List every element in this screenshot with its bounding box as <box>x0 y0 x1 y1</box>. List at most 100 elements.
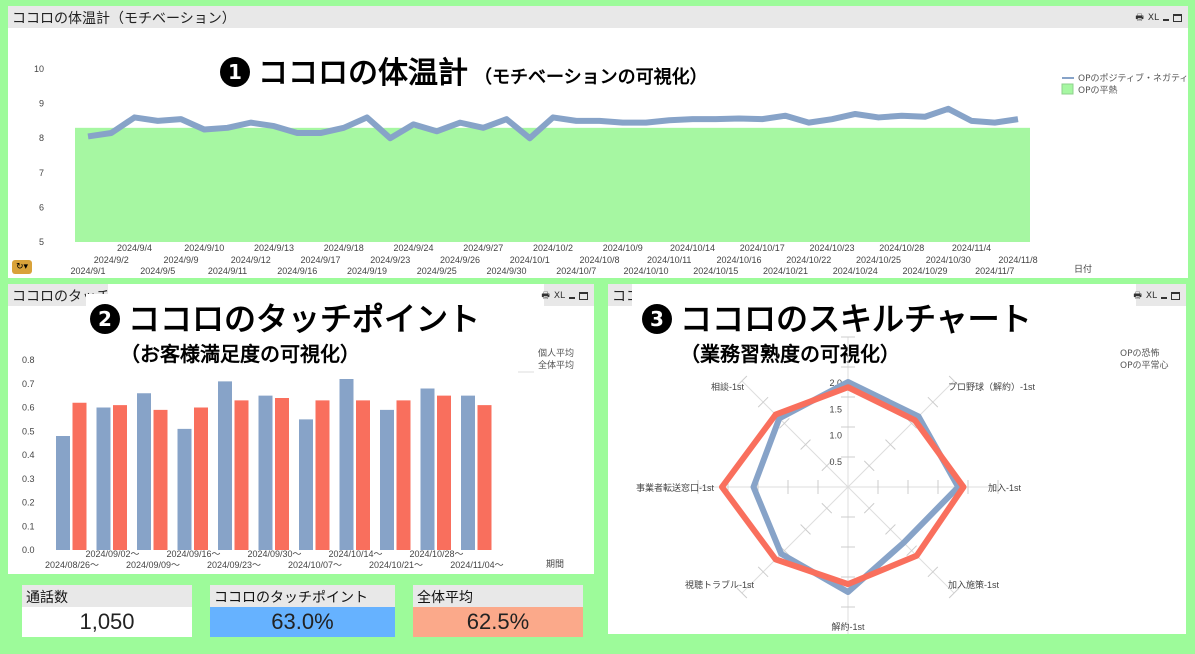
x-tick: 2024/9/17 <box>300 255 340 265</box>
legend-label: OPの平常心 <box>1120 359 1169 371</box>
radar-tick <box>779 418 790 429</box>
radar-tick <box>863 502 875 514</box>
motivation-panel: ココロの体温計（モチベーション） 🖶 XL 1 ココロの体温計 （モチベーションの可… <box>8 6 1188 278</box>
panel-title: ココロの体温計（モチベーション） <box>12 11 236 27</box>
kpi-label: 全体平均 <box>413 585 583 607</box>
radar-series <box>719 384 967 588</box>
y-tick: 7 <box>39 168 44 178</box>
legend-label: 全体平均 <box>538 359 574 371</box>
minimize-icon[interactable] <box>569 297 575 299</box>
x-axis-title: 日付 <box>1074 264 1092 274</box>
x-tick: 2024/10/25 <box>856 255 901 265</box>
x-tick: 2024/10/16 <box>716 255 761 265</box>
x-tick: 2024/10/8 <box>579 255 619 265</box>
x-tick: 2024/9/1 <box>70 266 105 276</box>
x-tick: 2024/10/7 <box>556 266 596 276</box>
x-tick: 2024/10/10 <box>623 266 668 276</box>
print-icon[interactable]: 🖶 <box>541 291 550 301</box>
panel-tools-bg <box>1136 284 1186 306</box>
x-tick: 2024/9/13 <box>254 243 294 253</box>
radar-axis <box>847 486 955 594</box>
x-tick: 2024/10/30 <box>926 255 971 265</box>
minimize-icon[interactable] <box>1161 297 1167 299</box>
x-tick: 2024/9/5 <box>140 266 175 276</box>
x-tick: 2024/9/4 <box>117 243 152 253</box>
bar <box>113 405 127 550</box>
bar <box>258 395 273 550</box>
maximize-icon[interactable] <box>1173 14 1182 22</box>
radar-tick <box>757 396 769 408</box>
x-tick: 2024/10/15 <box>693 266 738 276</box>
minimize-icon[interactable] <box>1163 19 1169 21</box>
panel-header: ココロのスキルチャート <box>608 284 632 306</box>
x-tick: 2024/10/17 <box>740 243 785 253</box>
legend-label: OPの恐怖 <box>1120 347 1160 359</box>
kpi-label: 通話数 <box>22 585 192 607</box>
kpi-call-count: 通話数 1,050 <box>22 585 192 637</box>
x-tick: 2024/11/4 <box>952 243 991 253</box>
bar <box>153 409 168 550</box>
x-tick: 2024/9/11 <box>208 266 247 276</box>
excel-export-button[interactable]: XL <box>553 291 565 301</box>
x-tick: 2024/9/18 <box>324 243 364 253</box>
excel-export-button[interactable]: XL <box>1147 13 1159 23</box>
radar-tick <box>948 587 960 599</box>
r-tick: 1.5 <box>829 404 842 414</box>
kpi-label: ココロのタッチポイント <box>210 585 395 607</box>
x-tick: 2024/08/26〜 <box>45 560 99 570</box>
print-icon[interactable]: 🖶 <box>1135 13 1144 23</box>
panel-header: ココロのタッチポイント <box>8 284 108 306</box>
radar-tick <box>906 545 917 556</box>
bar <box>56 436 70 550</box>
bar <box>437 395 451 550</box>
x-tick: 2024/9/26 <box>440 255 480 265</box>
y-tick: 0.2 <box>22 498 35 508</box>
kpi-overall-average: 全体平均 62.5% <box>413 585 583 637</box>
radar-tick <box>885 524 896 535</box>
bar <box>72 402 87 550</box>
radar-tick <box>800 439 811 450</box>
x-tick: 2024/10/14〜 <box>328 549 382 559</box>
panel-tools: 🖶 XL <box>1135 10 1182 26</box>
x-tick: 2024/09/09〜 <box>126 560 180 570</box>
maximize-icon[interactable] <box>579 292 588 300</box>
x-tick: 2024/10/21 <box>763 266 808 276</box>
panel-title: ココロのタッチポイント <box>12 289 108 305</box>
radar-category-label: 事業者転送窓口-1st <box>636 482 715 493</box>
x-tick: 2024/11/8 <box>998 255 1037 265</box>
y-tick: 0.1 <box>22 521 35 531</box>
radar-tick <box>927 396 939 408</box>
maximize-icon[interactable] <box>1171 292 1180 300</box>
legend-label: OPのポジティブ・ネガティブ <box>1078 72 1188 84</box>
x-tick: 2024/9/27 <box>463 243 503 253</box>
x-tick: 2024/11/04〜 <box>450 560 503 570</box>
bar <box>137 393 151 550</box>
x-tick: 2024/10/28 <box>879 243 924 253</box>
y-tick: 8 <box>39 133 44 143</box>
excel-export-button[interactable]: XL <box>1145 291 1157 301</box>
radar-category-label: 解約-1st <box>831 621 865 632</box>
radar-category-label: 相談-1st <box>711 381 745 392</box>
x-tick: 2024/9/10 <box>184 243 224 253</box>
r-tick: 2.0 <box>829 378 842 388</box>
overlay-title: 2 ココロのタッチポイント <box>86 294 481 340</box>
bar <box>380 409 394 550</box>
x-tick: 2024/10/14 <box>670 243 715 253</box>
number-badge: 3 <box>642 304 672 334</box>
x-tick: 2024/10/22 <box>786 255 831 265</box>
x-tick: 2024/9/9 <box>163 255 198 265</box>
skill-chart-panel: ココロのスキルチャート 🖶 XL 3 ココロのスキルチャート （業務習熟度の可視化… <box>608 284 1186 634</box>
kpi-value: 62.5% <box>413 607 583 637</box>
bar <box>177 428 192 550</box>
x-tick: 2024/10/1 <box>510 255 550 265</box>
radar-tick <box>736 375 748 387</box>
bar <box>461 395 475 550</box>
x-tick: 2024/9/30 <box>486 266 526 276</box>
y-tick: 0.3 <box>22 474 35 484</box>
overlay-subtitle: （お客様満足度の可視化） <box>120 342 360 366</box>
x-tick: 2024/10/21〜 <box>369 560 423 570</box>
chart-refresh-icon[interactable]: ↻▾ <box>12 260 32 274</box>
radar-tick <box>821 502 833 514</box>
x-axis-title: 期間 <box>546 559 564 569</box>
print-icon[interactable]: 🖶 <box>1133 291 1142 301</box>
